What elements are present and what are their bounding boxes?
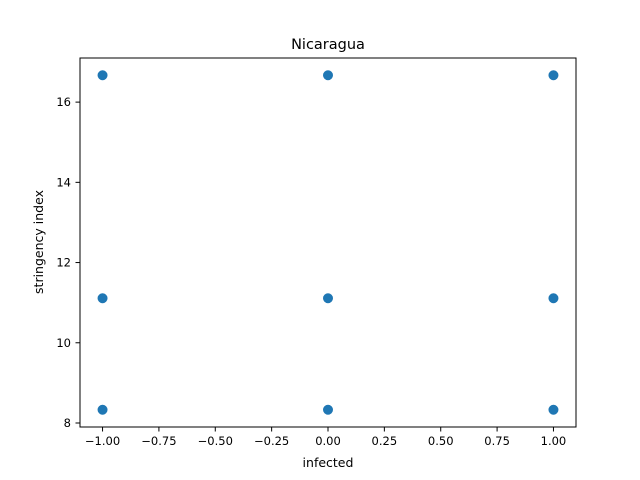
data-point	[323, 404, 333, 415]
y-tick-label: 10	[56, 336, 71, 350]
x-tick-label: 0.75	[484, 434, 510, 448]
data-point	[323, 293, 333, 304]
data-point	[97, 293, 108, 304]
data-point	[548, 70, 559, 81]
x-axis-ticks: −1.00 −0.75 −0.50 −0.25 0.00 0.25 0.50 0.75 1.00	[85, 427, 566, 448]
y-axis-label: stringency index	[31, 190, 46, 294]
data-point	[97, 70, 108, 81]
x-tick-label: −0.25	[254, 434, 289, 448]
y-tick-label: 8	[64, 416, 71, 430]
data-point	[97, 404, 108, 415]
x-tick-label: −0.75	[141, 434, 176, 448]
x-axis-label: infected	[303, 455, 354, 470]
y-axis-ticks: 8 10 12 14 16	[56, 95, 80, 430]
x-tick-label: 1.00	[541, 434, 567, 448]
data-point	[323, 70, 333, 81]
scatter-points	[97, 70, 559, 415]
chart-title: Nicaragua	[291, 37, 365, 53]
y-tick-label: 12	[56, 256, 71, 270]
y-tick-label: 14	[56, 175, 71, 189]
x-tick-label: 0.25	[372, 434, 398, 448]
data-point	[548, 293, 559, 304]
x-tick-label: 0.00	[315, 434, 341, 448]
data-point	[548, 404, 559, 415]
x-tick-label: 0.50	[428, 434, 454, 448]
plot-frame	[79, 57, 577, 428]
y-tick-label: 16	[56, 95, 71, 109]
x-tick-label: −0.50	[198, 434, 233, 448]
x-tick-label: −1.00	[85, 434, 120, 448]
